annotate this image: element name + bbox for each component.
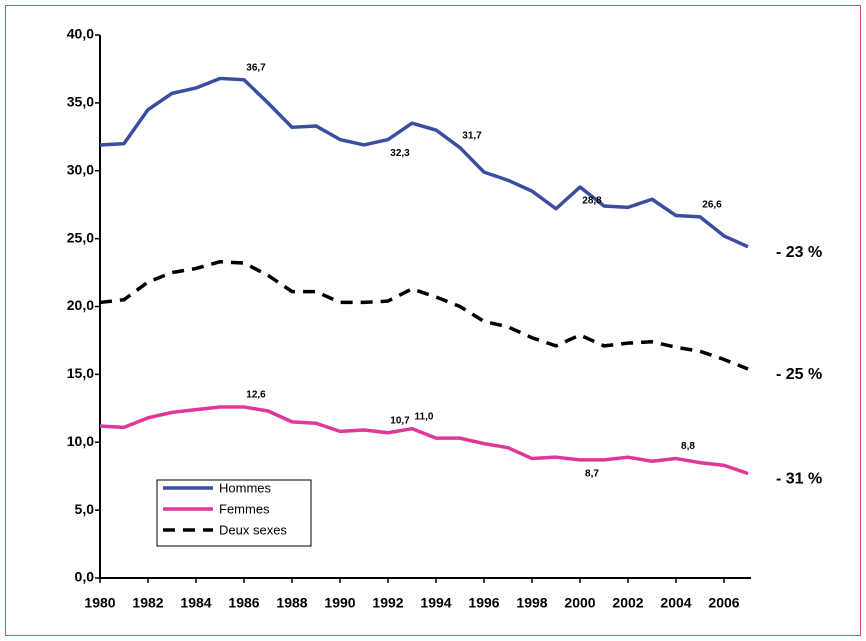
x-tick-label: 1990	[324, 595, 355, 611]
value-label: 32,3	[390, 148, 410, 159]
x-tick-label: 1994	[420, 595, 451, 611]
end-label: - 23 %	[776, 244, 822, 261]
value-label: 28,8	[582, 196, 602, 207]
y-tick-label: 10,0	[67, 433, 94, 449]
value-label: 36,7	[246, 62, 266, 73]
y-tick-label: 35,0	[67, 94, 94, 110]
value-label: 8,7	[585, 469, 599, 480]
y-tick-label: 15,0	[67, 365, 94, 381]
x-tick-label: 2002	[612, 595, 643, 611]
x-tick-label: 1996	[468, 595, 499, 611]
series-line	[99, 405, 749, 476]
x-tick-label: 1982	[132, 595, 163, 611]
y-tick-label: 20,0	[67, 297, 94, 313]
x-tick-label: 1984	[180, 595, 211, 611]
end-label: - 31 %	[776, 471, 822, 488]
legend-box	[156, 479, 312, 547]
frame	[5, 5, 861, 636]
x-tick-label: 1986	[228, 595, 259, 611]
y-tick-label: 0,0	[75, 569, 95, 585]
legend-label: Deux sexes	[219, 522, 287, 537]
value-label: 12,6	[246, 390, 266, 401]
value-label: 26,6	[702, 200, 722, 211]
x-tick-label: 2004	[660, 595, 691, 611]
value-label: 11,0	[415, 411, 434, 422]
y-tick-label: 25,0	[67, 229, 94, 245]
series-line	[99, 76, 749, 249]
legend-label: Hommes	[219, 480, 272, 495]
end-label: - 25 %	[776, 366, 822, 383]
x-tick-label: 2000	[564, 595, 595, 611]
value-label: 8,8	[681, 441, 695, 452]
y-tick-label: 40,0	[67, 26, 94, 42]
value-label: 10,7	[390, 415, 410, 426]
x-tick-label: 2006	[708, 595, 739, 611]
value-label: 31,7	[462, 130, 482, 141]
y-tick-label: 5,0	[75, 501, 95, 517]
series-line	[99, 259, 749, 371]
x-tick-label: 1988	[276, 595, 307, 611]
x-tick-label: 1992	[372, 595, 403, 611]
y-tick-label: 30,0	[67, 161, 94, 177]
legend-label: Femmes	[219, 501, 270, 516]
x-tick-label: 1980	[84, 595, 115, 611]
x-tick-label: 1998	[516, 595, 547, 611]
